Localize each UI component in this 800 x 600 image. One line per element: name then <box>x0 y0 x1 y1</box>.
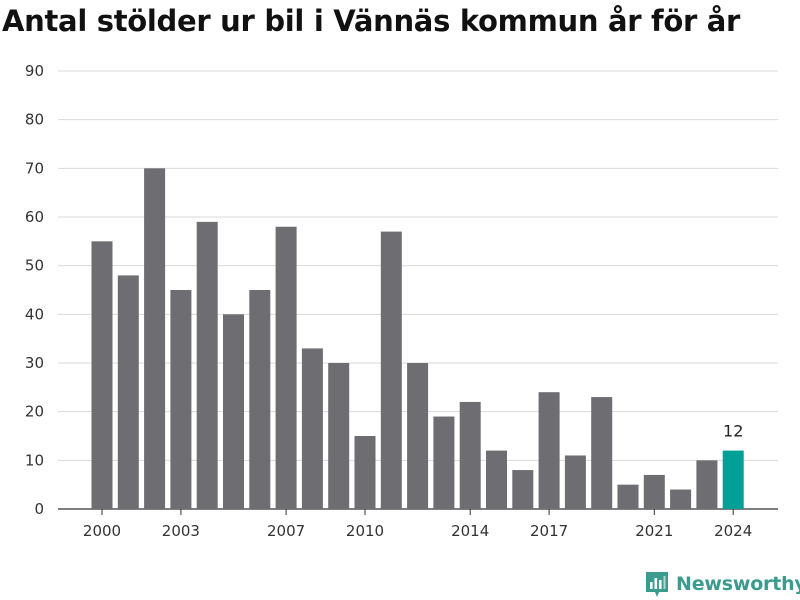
bar-2023 <box>696 460 718 509</box>
bar-2008 <box>301 348 323 509</box>
y-tick-label: 50 <box>25 257 44 275</box>
brand-name: Newsworthy <box>676 573 800 595</box>
bar-2010 <box>354 436 376 509</box>
x-tick-label: 2003 <box>162 522 200 540</box>
y-tick-label: 0 <box>34 500 44 518</box>
y-axis-ticks: 0 10 20 30 40 50 60 70 80 90 <box>25 62 44 518</box>
bar-2017 <box>538 392 560 509</box>
bar-2016 <box>512 470 534 509</box>
bar-2018 <box>564 455 586 509</box>
bar-2022 <box>670 489 692 509</box>
bars <box>91 168 744 510</box>
bar-2019 <box>591 397 613 509</box>
x-tick-label: 2010 <box>346 522 384 540</box>
y-tick-label: 30 <box>25 354 44 372</box>
x-axis-ticks: 2000 2003 2007 2010 2014 2017 2021 2024 <box>83 509 752 540</box>
bar-2024 <box>722 450 744 509</box>
y-tick-label: 80 <box>25 111 44 129</box>
y-tick-label: 10 <box>25 451 44 469</box>
bar-2021 <box>643 474 665 509</box>
bar-chart-logo-icon <box>646 572 668 597</box>
x-tick-label: 2021 <box>635 522 673 540</box>
bar-2004 <box>196 221 218 509</box>
bar-2014 <box>459 401 481 509</box>
x-tick-label: 2024 <box>714 522 752 540</box>
y-tick-label: 90 <box>25 62 44 80</box>
bar-2015 <box>486 450 507 509</box>
data-labels: 12 <box>723 422 743 441</box>
bar-2009 <box>328 363 350 509</box>
bar-2001 <box>117 275 139 509</box>
x-tick-label: 2014 <box>451 522 489 540</box>
bar-2007 <box>275 226 297 509</box>
x-tick-label: 2017 <box>530 522 568 540</box>
chart-title: Antal stölder ur bil i Vännäs kommun år … <box>2 4 741 38</box>
bar-2012 <box>407 363 429 509</box>
y-tick-label: 60 <box>25 208 44 226</box>
x-tick-label: 2007 <box>267 522 305 540</box>
y-tick-label: 20 <box>25 403 44 421</box>
bar-2000 <box>91 241 113 510</box>
bar-2005 <box>223 314 244 509</box>
x-tick-label: 2000 <box>83 522 121 540</box>
data-label-2024: 12 <box>723 422 743 441</box>
bar-2006 <box>249 290 271 509</box>
bar-2020 <box>617 484 639 509</box>
bar-2002 <box>144 168 166 510</box>
bar-2003 <box>170 290 192 509</box>
bar-2013 <box>433 416 455 509</box>
y-tick-label: 70 <box>25 159 44 177</box>
bar-2011 <box>380 231 402 509</box>
y-tick-label: 40 <box>25 305 44 323</box>
newsworthy-logo: Newsworthy <box>644 570 800 598</box>
